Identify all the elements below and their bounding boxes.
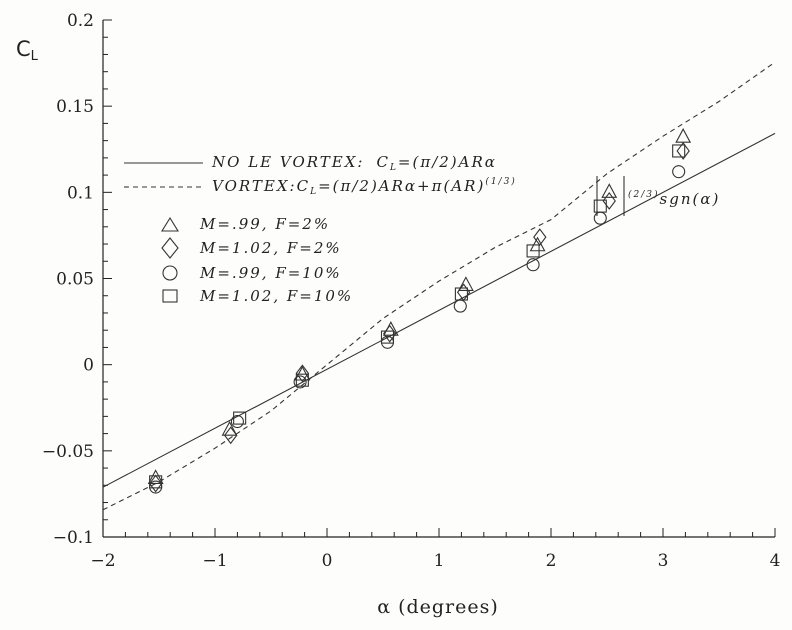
x-tick-label: 3 <box>658 551 669 571</box>
circle-point <box>593 211 607 225</box>
triangle-point <box>675 128 692 143</box>
triangle-point <box>294 365 311 381</box>
legend-triangle-marker <box>161 216 179 232</box>
square-point <box>672 144 686 158</box>
legend-vortex-formula-end: (2/3)sgn(α) <box>628 189 720 208</box>
y-axis-label: CL <box>16 37 39 64</box>
circle-point <box>526 258 540 272</box>
x-tick-label: 0 <box>322 551 333 571</box>
legend-circle-marker <box>162 265 178 281</box>
x-tick-label: 4 <box>770 551 781 571</box>
no-vortex-line <box>102 132 776 488</box>
circle-point <box>293 375 307 389</box>
square-point <box>295 373 309 387</box>
y-tick-label: −0.1 <box>53 528 94 548</box>
x-tick-label: 1 <box>434 551 445 571</box>
square-point <box>233 411 247 425</box>
legend-entry-m102-f2: M=1.02, F=2% <box>199 239 342 257</box>
triangle-point <box>529 236 546 252</box>
ticks: −0.1 −0.05 0 0.05 0.1 0.15 0.2 −2 −1 0 1 2 3 4 <box>42 11 781 571</box>
diamond-point <box>148 474 163 493</box>
circle-point <box>453 299 467 313</box>
y-tick-label: 0.2 <box>67 11 94 31</box>
x-axis-label: α (degrees) <box>377 596 499 618</box>
triangle-point <box>601 183 618 198</box>
x-tick-label: −1 <box>202 551 227 571</box>
circle-point <box>672 165 686 179</box>
triangle-point <box>221 420 238 436</box>
diamond-point <box>676 142 690 160</box>
triangle-point <box>457 276 474 291</box>
legend-entry-vortex: VORTEX:CL=(π/2)ARα+π(AR)(1/3) <box>212 176 517 197</box>
x-tick-label: 2 <box>546 551 557 571</box>
square-point <box>454 287 468 301</box>
legend-entry-m99-f10: M=.99, F=10% <box>199 264 342 282</box>
x-tick-label: −2 <box>90 551 115 571</box>
legend-entry-m102-f10: M=1.02, F=10% <box>199 287 353 305</box>
y-tick-label: −0.05 <box>42 442 94 462</box>
square-point <box>380 330 395 344</box>
legend-diamond-marker <box>161 237 179 259</box>
legend-square-marker <box>162 289 178 303</box>
diamond-point <box>533 228 547 247</box>
triangle-point <box>147 469 164 484</box>
vortex-line <box>102 61 776 511</box>
legend: NO LE VORTEX: CL=(π/2)ARα VORTEX:CL=(π/2)… <box>124 153 720 305</box>
legend-entry-no-vortex: NO LE VORTEX: CL=(π/2)ARα <box>211 153 497 173</box>
diamond-point <box>295 364 310 383</box>
y-tick-label: 0 <box>83 356 94 376</box>
circle-point <box>230 414 244 429</box>
legend-entry-m99-f2: M=.99, F=2% <box>199 215 330 233</box>
data-points <box>147 128 692 494</box>
square-point <box>526 244 540 258</box>
y-tick-label: 0.1 <box>67 183 94 203</box>
diamond-point <box>602 192 616 210</box>
square-point <box>593 199 607 213</box>
theory-lines <box>102 61 776 511</box>
diamond-point <box>223 426 238 445</box>
square-point <box>149 475 163 489</box>
y-tick-label: 0.05 <box>56 270 94 290</box>
y-tick-label: 0.15 <box>56 97 94 117</box>
